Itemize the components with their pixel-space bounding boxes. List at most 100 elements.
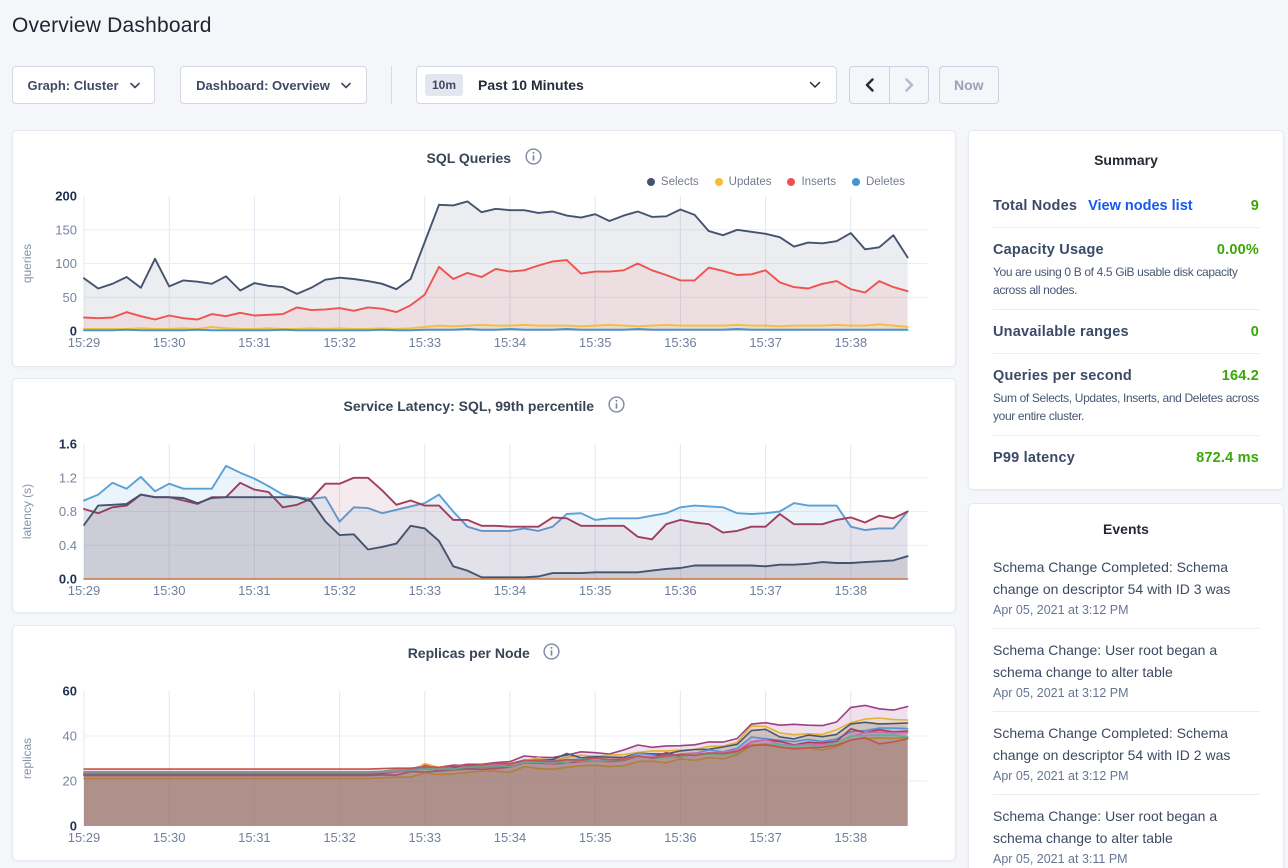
svg-text:20: 20 — [63, 774, 77, 789]
summary-title: Summary — [1094, 152, 1158, 168]
legend-item[interactable]: Deletes — [852, 176, 905, 188]
chart-plot[interactable]: 0 50 100 150 200 15:29 15:30 15:31 15:32 15:33 15:… — [13, 131, 955, 363]
time-range-label: Past 10 Minutes — [478, 77, 584, 93]
svg-text:15:37: 15:37 — [749, 583, 782, 598]
chevron-down-icon — [341, 82, 351, 88]
legend-item[interactable]: Updates — [714, 176, 771, 188]
svg-text:15:32: 15:32 — [323, 335, 356, 350]
svg-text:15:36: 15:36 — [664, 583, 697, 598]
svg-text:15:34: 15:34 — [494, 830, 527, 845]
svg-text:replicas: replicas — [20, 738, 34, 779]
summary-row-label: Total Nodes — [993, 198, 1078, 214]
svg-text:100: 100 — [55, 256, 77, 271]
event-timestamp: Apr 05, 2021 at 3:12 PM — [993, 769, 1129, 783]
svg-text:60: 60 — [63, 684, 77, 699]
event-timestamp: Apr 05, 2021 at 3:11 PM — [993, 852, 1128, 866]
time-range-picker[interactable]: 10m Past 10 Minutes — [416, 66, 837, 104]
summary-row-label: Unavailable ranges — [993, 324, 1129, 340]
svg-text:15:34: 15:34 — [494, 335, 527, 350]
graph-scope-dropdown-label: Graph: Cluster — [27, 77, 119, 93]
summary-row-value: 872.4 ms — [1196, 450, 1259, 466]
legend-item[interactable]: Selects — [646, 176, 699, 188]
summary-row-value: 0 — [1250, 324, 1259, 340]
info-icon[interactable] — [524, 148, 542, 165]
chart-plot[interactable]: 0 20 40 60 15:29 15:30 15:31 15:32 15:33 15:34 15:… — [13, 626, 955, 858]
chart-title: Service Latency: SQL, 99th percentile — [343, 397, 595, 414]
chevron-down-icon — [809, 81, 821, 88]
svg-text:150: 150 — [55, 222, 77, 237]
svg-text:200: 200 — [55, 189, 77, 204]
svg-text:1.2: 1.2 — [59, 470, 77, 485]
svg-text:15:32: 15:32 — [323, 830, 356, 845]
svg-text:15:33: 15:33 — [409, 830, 442, 845]
event-message: Schema Change: User root began a schema … — [993, 808, 1218, 846]
legend-dot — [714, 178, 723, 186]
svg-text:15:35: 15:35 — [579, 830, 612, 845]
event-message: Schema Change Completed: Schema change o… — [993, 559, 1231, 597]
chart-title: SQL Queries — [426, 149, 512, 166]
svg-text:0.4: 0.4 — [59, 538, 77, 553]
svg-text:1.6: 1.6 — [59, 437, 77, 452]
next-time-range-button[interactable] — [889, 67, 928, 103]
events-title: Events — [1103, 521, 1149, 537]
toolbar: Graph: Cluster Dashboard: Overview 10m P… — [12, 66, 1288, 104]
content: SQL Queries Selects Updates Inserts Deletes… — [12, 130, 1288, 868]
svg-text:15:38: 15:38 — [835, 335, 868, 350]
charts-column: SQL Queries Selects Updates Inserts Deletes… — [12, 130, 956, 868]
previous-time-range-button[interactable] — [850, 67, 889, 103]
svg-text:15:34: 15:34 — [494, 583, 527, 598]
summary-row-description: You are using 0 B of 4.5 GiB usable disk… — [993, 265, 1238, 297]
page-title: Overview Dashboard — [12, 14, 212, 37]
summary-row: Queries per second 164.2 Sum of Selects,… — [993, 354, 1259, 436]
chart-title-row: Replicas per Node — [13, 643, 955, 662]
info-icon[interactable] — [607, 396, 625, 413]
time-range-arrows — [849, 66, 929, 104]
svg-text:15:36: 15:36 — [664, 335, 697, 350]
now-button[interactable]: Now — [939, 66, 999, 104]
chart-title-row: Service Latency: SQL, 99th percentile — [13, 396, 955, 415]
svg-text:15:37: 15:37 — [749, 830, 782, 845]
legend-dot — [852, 178, 860, 186]
svg-text:15:33: 15:33 — [409, 583, 442, 598]
summary-row: Unavailable ranges 0 — [993, 310, 1259, 354]
summary-row-value: 164.2 — [1221, 368, 1259, 384]
chart-card: Replicas per Node 0 20 40 60 15:29 15:30 15:31… — [12, 625, 956, 861]
event-list-item[interactable]: Schema Change Completed: Schema change o… — [993, 712, 1259, 795]
svg-text:0.0: 0.0 — [59, 572, 77, 587]
dashboard-dropdown[interactable]: Dashboard: Overview — [180, 66, 367, 104]
svg-text:15:31: 15:31 — [238, 335, 271, 350]
summary-row: Capacity Usage 0.00% You are using 0 B o… — [993, 228, 1259, 310]
chart-title-row: SQL Queries — [13, 148, 955, 167]
svg-text:15:31: 15:31 — [238, 583, 271, 598]
legend-label: Inserts — [801, 176, 836, 188]
event-list-item[interactable]: Schema Change Completed: Schema change o… — [993, 546, 1259, 629]
summary-row-label: Capacity Usage — [993, 242, 1104, 258]
summary-row-value: 0.00% — [1216, 242, 1259, 258]
event-timestamp: Apr 05, 2021 at 3:12 PM — [993, 603, 1129, 617]
chart-plot[interactable]: 0.0 0.4 0.8 1.2 1.6 15:29 15:30 15:31 15:32 15:33… — [13, 379, 955, 611]
svg-text:15:30: 15:30 — [153, 583, 186, 598]
svg-text:0: 0 — [70, 819, 77, 834]
event-list-item[interactable]: Schema Change: User root began a schema … — [993, 629, 1259, 712]
chart-card: SQL Queries Selects Updates Inserts Deletes… — [12, 130, 956, 367]
event-message: Schema Change Completed: Schema change o… — [993, 725, 1231, 763]
summary-row-value: 9 — [1250, 198, 1259, 214]
svg-text:50: 50 — [63, 290, 77, 305]
chart-legend: Selects Updates Inserts Deletes — [631, 176, 905, 188]
view-nodes-list-link[interactable]: View nodes list — [1088, 198, 1193, 214]
legend-item[interactable]: Inserts — [787, 176, 836, 188]
svg-text:15:38: 15:38 — [835, 830, 868, 845]
svg-text:15:29: 15:29 — [68, 830, 101, 845]
svg-text:15:29: 15:29 — [68, 583, 101, 598]
graph-scope-dropdown[interactable]: Graph: Cluster — [12, 66, 155, 104]
svg-text:15:35: 15:35 — [579, 583, 612, 598]
toolbar-divider — [391, 66, 392, 104]
svg-text:15:31: 15:31 — [238, 830, 271, 845]
info-icon[interactable] — [543, 643, 560, 660]
event-list-item[interactable]: Schema Change: User root began a schema … — [993, 795, 1259, 868]
summary-row-description: Sum of Selects, Updates, Inserts, and De… — [993, 391, 1259, 423]
legend-label: Selects — [660, 176, 699, 188]
svg-text:15:35: 15:35 — [579, 335, 612, 350]
summary-row: Total Nodes View nodes list 9 — [993, 184, 1259, 228]
